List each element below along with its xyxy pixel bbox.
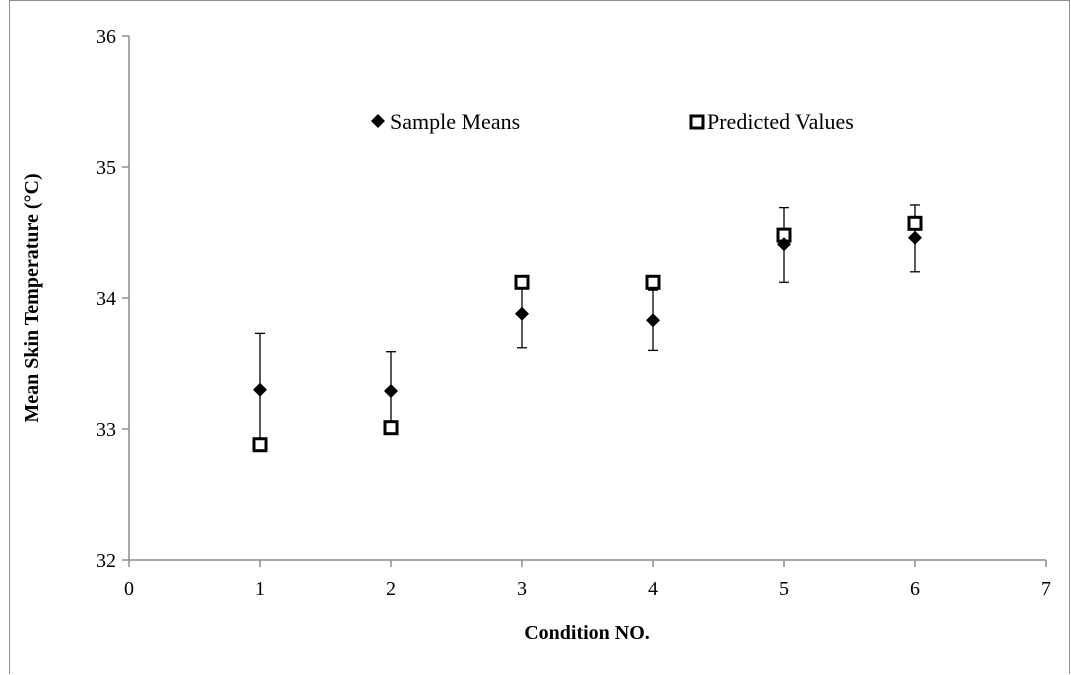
x-tick-label: 2 xyxy=(386,578,396,600)
sample-mean-point xyxy=(646,313,660,328)
chart-frame xyxy=(9,0,1070,674)
y-tick-label: 34 xyxy=(96,288,116,310)
x-axis-title: Condition NO. xyxy=(524,622,650,644)
predicted-value-point xyxy=(645,274,661,290)
predicted-value-point xyxy=(252,437,268,453)
sample-mean-point xyxy=(515,306,529,321)
axes xyxy=(128,36,1046,561)
predicted-value-point xyxy=(514,274,530,290)
y-tick-label: 33 xyxy=(96,419,116,441)
x-tick-label: 7 xyxy=(1041,578,1051,600)
predicted-value-point xyxy=(383,420,399,436)
legend-predicted-values: Predicted Values xyxy=(707,109,854,134)
sample-mean-point xyxy=(777,237,791,252)
sample-mean-point xyxy=(384,384,398,399)
legend-sample-means: Sample Means xyxy=(390,109,520,134)
y-ticks: 32 33 34 35 36 xyxy=(96,26,129,572)
y-tick-label: 35 xyxy=(96,157,116,179)
x-tick-label: 3 xyxy=(517,578,527,600)
x-tick-label: 4 xyxy=(648,578,658,600)
legend-diamond-icon xyxy=(371,114,385,128)
y-axis-title: Mean Skin Temperature (°C) xyxy=(21,173,43,422)
x-ticks: 0 1 2 3 4 5 6 7 xyxy=(124,560,1051,600)
x-tick-label: 5 xyxy=(779,578,789,600)
series-marks xyxy=(252,215,923,453)
sample-mean-point xyxy=(253,382,267,397)
legend: Sample Means Predicted Values xyxy=(371,109,854,134)
y-tick-label: 32 xyxy=(96,550,116,572)
x-tick-label: 1 xyxy=(255,578,265,600)
predicted-value-point xyxy=(907,215,923,231)
legend-square-icon xyxy=(689,114,705,130)
x-tick-label: 0 xyxy=(124,578,134,600)
sample-mean-point xyxy=(908,230,922,245)
y-tick-label: 36 xyxy=(96,26,116,48)
x-tick-label: 6 xyxy=(910,578,920,600)
error-bars xyxy=(255,204,920,447)
